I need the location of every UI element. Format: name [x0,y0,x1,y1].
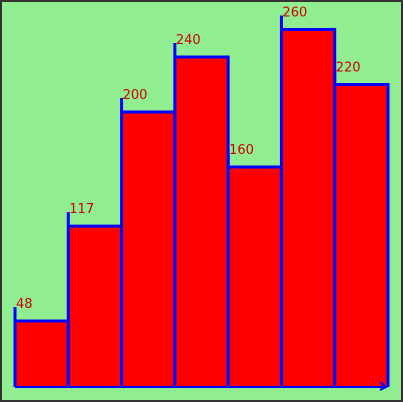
value-label: 48 [16,297,33,312]
value-label: 260 [282,6,307,21]
bar [334,84,388,387]
value-label: 220 [336,61,361,76]
value-label: 200 [123,88,148,103]
bar [281,29,335,387]
bar-edge [333,70,390,387]
value-label: 117 [69,202,94,217]
x-axis [15,381,388,391]
value-label: 240 [176,33,201,48]
value-label: 160 [229,143,254,158]
bar [68,226,122,387]
bar [228,167,282,387]
bar [121,112,175,387]
bar [15,321,69,387]
bar [174,57,229,387]
